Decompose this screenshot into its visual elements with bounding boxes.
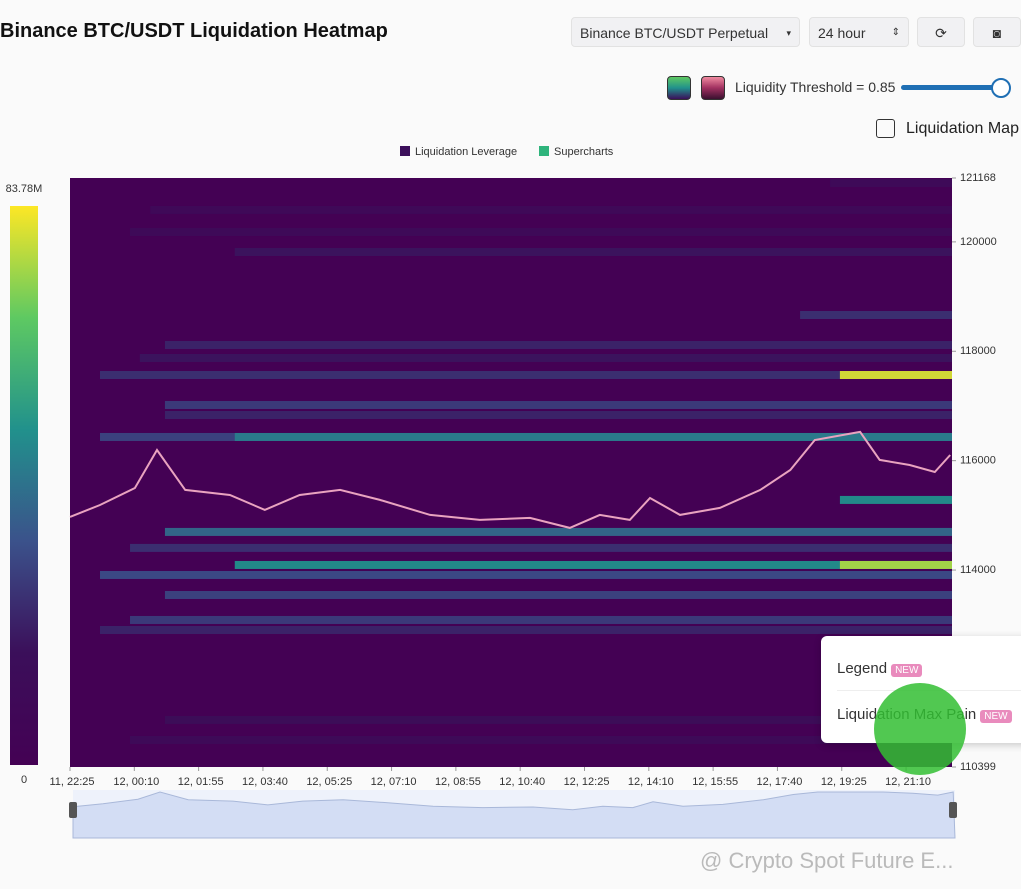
heatmap-background bbox=[70, 178, 952, 767]
map-checkbox[interactable] bbox=[876, 119, 895, 138]
navigator-area bbox=[72, 791, 956, 839]
exchange-select-text: Binance BTC/USDT Perpetual bbox=[580, 25, 769, 41]
menu-item[interactable]: Legend NEW bbox=[837, 660, 923, 677]
x-tick-label: 11, 22:25 bbox=[49, 776, 94, 788]
heat-band bbox=[839, 560, 952, 569]
page-title: Binance BTC/USDT Liquidation Heatmap bbox=[0, 20, 388, 42]
y-tick-label: 120000 bbox=[960, 236, 997, 248]
heat-band bbox=[839, 495, 952, 504]
x-tick-label: 12, 17:40 bbox=[757, 776, 803, 788]
heat-band bbox=[800, 311, 952, 320]
refresh-button[interactable]: ⟳ bbox=[917, 17, 965, 47]
navigator-handle[interactable] bbox=[69, 802, 77, 818]
heat-band bbox=[164, 340, 952, 349]
heat-band bbox=[100, 371, 952, 380]
colorbar-label: 0 bbox=[21, 774, 27, 786]
heat-band bbox=[100, 625, 952, 634]
navigator-handle[interactable] bbox=[949, 802, 957, 818]
heat-band bbox=[164, 400, 952, 409]
menu-badge: NEW bbox=[891, 664, 923, 677]
menu-badge: NEW bbox=[980, 710, 1012, 723]
heat-band bbox=[130, 543, 952, 552]
watermark: @ Crypto Spot Future E... bbox=[700, 848, 954, 873]
threshold-label: Liquidity Threshold = 0.85 bbox=[735, 79, 896, 95]
y-tick-label: 110399 bbox=[960, 761, 996, 773]
x-tick-label: 12, 12:25 bbox=[564, 776, 610, 788]
x-tick-label: 12, 21:10 bbox=[885, 776, 931, 788]
slider-thumb[interactable] bbox=[991, 78, 1011, 98]
legend-label: Liquidation Leverage bbox=[415, 146, 517, 158]
color-scheme-2[interactable] bbox=[701, 76, 725, 100]
heat-band bbox=[234, 248, 952, 257]
legend-label: Supercharts bbox=[554, 146, 614, 158]
legend-swatch bbox=[539, 146, 549, 156]
x-tick-label: 12, 07:10 bbox=[371, 776, 417, 788]
price-line bbox=[69, 430, 951, 529]
heat-band bbox=[139, 353, 952, 362]
heat-band bbox=[100, 570, 952, 579]
heat-band bbox=[150, 205, 953, 214]
heat-band bbox=[130, 735, 952, 744]
heat-band bbox=[234, 432, 952, 441]
x-tick-label: 12, 15:55 bbox=[692, 776, 738, 788]
heat-band bbox=[164, 410, 952, 419]
heat-band bbox=[839, 371, 952, 380]
x-tick-label: 12, 05:25 bbox=[306, 776, 352, 788]
y-tick-label: 114000 bbox=[960, 564, 996, 576]
x-tick-label: 12, 10:40 bbox=[499, 776, 545, 788]
heat-band bbox=[164, 527, 952, 536]
range-select[interactable]: 24 hour ⇕ bbox=[809, 17, 909, 47]
x-tick-label: 12, 03:40 bbox=[242, 776, 288, 788]
y-tick-label: 118000 bbox=[960, 345, 996, 357]
range-select-text: 24 hour bbox=[818, 25, 866, 41]
heat-band bbox=[164, 715, 952, 724]
heat-band bbox=[164, 590, 952, 599]
heat-band bbox=[130, 228, 952, 237]
threshold-slider[interactable] bbox=[901, 85, 1001, 90]
x-tick-label: 12, 14:10 bbox=[628, 776, 674, 788]
x-tick-label: 12, 08:55 bbox=[435, 776, 481, 788]
exchange-select[interactable]: Binance BTC/USDT Perpetual ▾ bbox=[571, 17, 800, 47]
y-tick-label: 116000 bbox=[960, 455, 996, 467]
x-tick-label: 12, 00:10 bbox=[113, 776, 159, 788]
colorbar-label: 83.78M bbox=[6, 183, 43, 195]
legend-swatch bbox=[400, 146, 410, 156]
heat-band bbox=[234, 560, 952, 569]
screenshot-button[interactable]: ◙ bbox=[973, 17, 1021, 47]
colorbar bbox=[10, 206, 38, 765]
menu-item-label: Legend bbox=[837, 660, 888, 677]
map-toggle-label: Liquidation Map bbox=[906, 120, 1019, 137]
color-scheme-1[interactable] bbox=[667, 76, 691, 100]
heat-band bbox=[130, 615, 952, 624]
y-tick-label: 121168 bbox=[960, 172, 996, 184]
x-tick-label: 12, 01:55 bbox=[178, 776, 224, 788]
heat-band bbox=[830, 178, 952, 187]
touch-indicator bbox=[874, 683, 966, 775]
x-tick-label: 12, 19:25 bbox=[821, 776, 867, 788]
